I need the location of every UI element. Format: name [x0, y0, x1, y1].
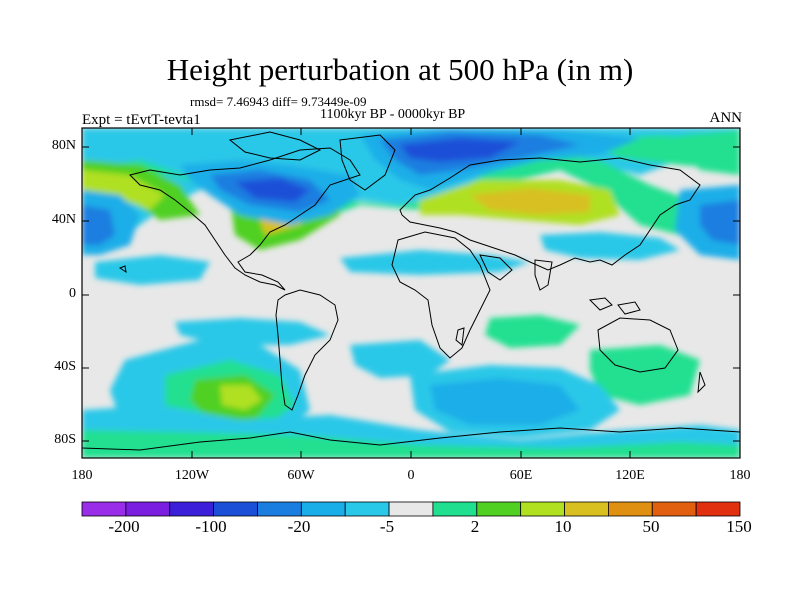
colorbar-swatch	[213, 501, 258, 517]
lat-tick-0: 0	[69, 286, 76, 301]
colorbar-swatch	[651, 501, 697, 517]
coastlines	[82, 131, 740, 451]
time-period: 1100kyr BP - 0000kyr BP	[320, 107, 466, 122]
lon-tick-180e: 180	[729, 468, 751, 483]
lon-tick-180w: 180	[71, 468, 93, 483]
map-title: Height perturbation at 500 hPa (in m)	[166, 52, 634, 87]
colorbar-label: 2	[470, 517, 480, 536]
lat-tick-80s: 80S	[54, 432, 76, 447]
colorbar-swatch	[564, 501, 609, 517]
colorbar-swatch	[125, 501, 171, 517]
axis-ticks	[81, 128, 741, 458]
lon-tick-120w: 120W	[174, 468, 210, 483]
colorbar-label: -100	[195, 517, 227, 536]
experiment-label: Expt = tEvtT-tevta1	[82, 112, 201, 128]
lat-tick-40n: 40N	[51, 212, 76, 227]
colorbar-swatch	[344, 501, 390, 517]
colorbar-label: 50	[642, 517, 660, 536]
colorbar-swatch	[169, 501, 214, 517]
lat-tick-40s: 40S	[54, 359, 76, 374]
lon-tick-120e: 120E	[615, 468, 645, 483]
colorbar-label: 150	[726, 517, 752, 536]
rmsd-stats: rmsd= 7.46943 diff= 9.73449e-09	[190, 94, 367, 109]
colorbar-label: -200	[108, 517, 140, 536]
colorbar-label: -5	[379, 517, 395, 536]
lon-tick-60e: 60E	[509, 468, 533, 483]
lon-tick-0: 0	[407, 468, 415, 483]
colorbar-swatch	[81, 501, 127, 517]
colorbar-swatch	[257, 501, 302, 517]
colorbar-swatch	[520, 501, 565, 517]
colorbar-label: 10	[554, 517, 572, 536]
colorbar-swatch	[695, 501, 741, 517]
colorbar-swatch	[476, 501, 522, 517]
colorbar-swatch	[432, 501, 478, 517]
contour-field	[82, 128, 740, 458]
colorbar-label: -20	[287, 517, 311, 536]
colorbar-swatch	[388, 501, 434, 517]
colorbar-swatch	[300, 501, 346, 517]
season-label: ANN	[709, 110, 743, 126]
colorbar-swatch	[608, 501, 653, 517]
lat-tick-80n: 80N	[51, 138, 76, 153]
lon-tick-60w: 60W	[287, 468, 315, 483]
colorbar	[81, 501, 741, 517]
